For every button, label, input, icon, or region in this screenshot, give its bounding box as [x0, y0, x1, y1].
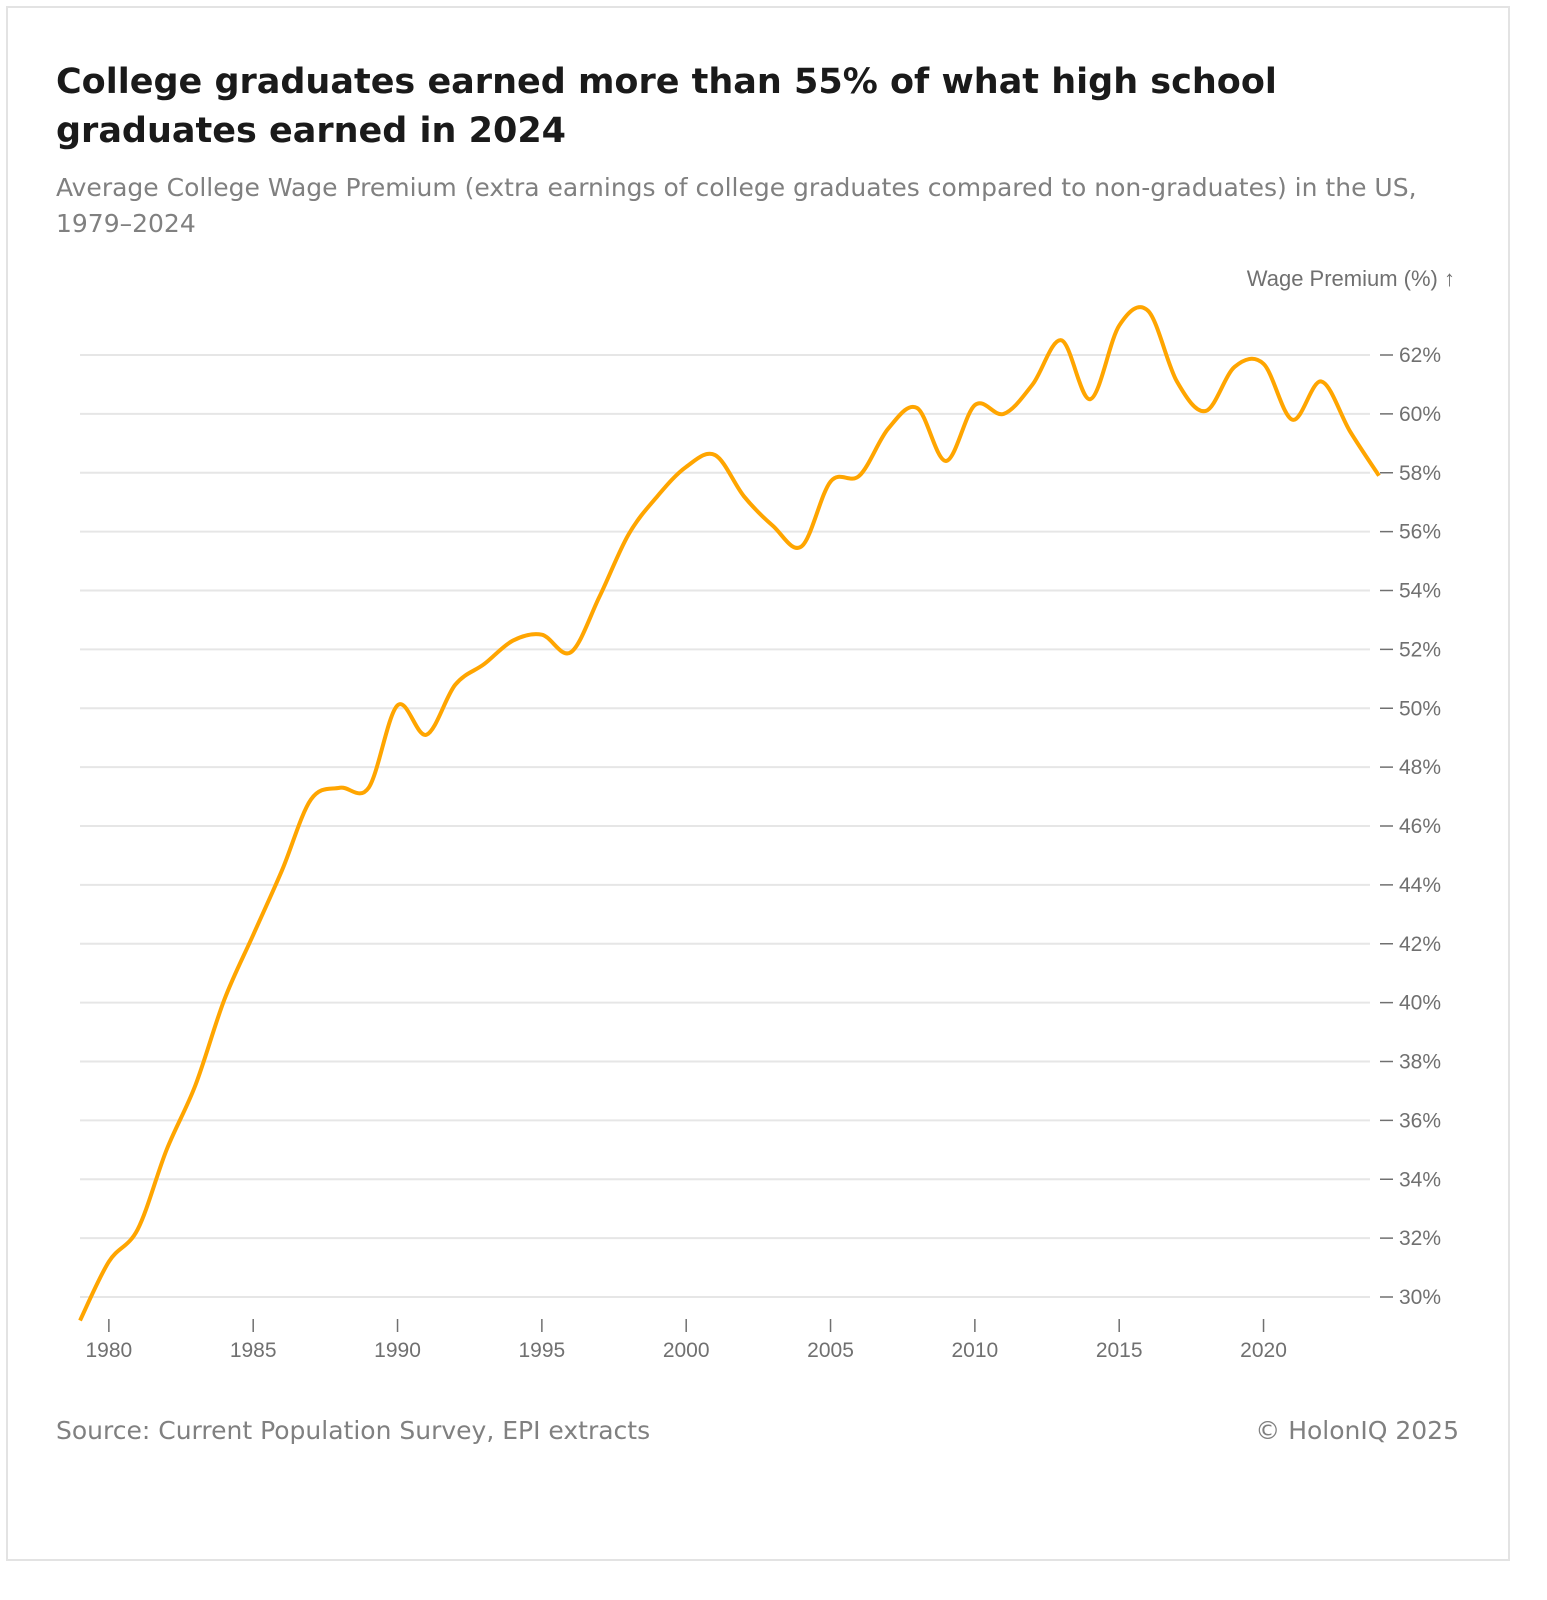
- x-tick-label: 1995: [519, 1339, 566, 1362]
- y-tick-label: 36%: [1399, 1109, 1441, 1132]
- x-tick-label: 2020: [1240, 1339, 1287, 1362]
- y-tick-label: 46%: [1399, 815, 1441, 838]
- chart-title: College graduates earned more than 55% o…: [56, 62, 1277, 151]
- x-tick-label: 1980: [86, 1339, 133, 1362]
- copyright-note: © HolonIQ 2025: [1255, 1416, 1459, 1445]
- x-tick-label: 2005: [807, 1339, 854, 1362]
- y-tick-label: 38%: [1399, 1051, 1441, 1074]
- y-tick-label: 34%: [1399, 1168, 1441, 1191]
- x-tick-label: 1985: [230, 1339, 277, 1362]
- y-axis-label: Wage Premium (%) ↑: [1246, 266, 1455, 291]
- y-tick-label: 62%: [1399, 344, 1441, 367]
- y-tick-label: 54%: [1399, 580, 1441, 603]
- y-tick-label: 56%: [1399, 521, 1441, 544]
- y-tick-label: 42%: [1399, 933, 1441, 956]
- chart-frame: [6, 6, 1510, 1561]
- y-tick-label: 44%: [1399, 874, 1441, 897]
- y-tick-label: 58%: [1399, 462, 1441, 485]
- x-tick-label: 2010: [952, 1339, 999, 1362]
- chart-subtitle: Average College Wage Premium (extra earn…: [56, 173, 1417, 238]
- y-tick-label: 60%: [1399, 403, 1441, 426]
- y-tick-label: 50%: [1399, 697, 1441, 720]
- y-tick-label: 30%: [1399, 1286, 1441, 1309]
- source-note: Source: Current Population Survey, EPI e…: [56, 1416, 651, 1445]
- wage-premium-line: [78, 305, 1381, 1322]
- y-tick-label: 48%: [1399, 756, 1441, 779]
- x-tick-label: 2000: [663, 1339, 710, 1362]
- x-tick-label: 2015: [1096, 1339, 1143, 1362]
- y-tick-label: 32%: [1399, 1227, 1441, 1250]
- x-tick-label: 1990: [374, 1339, 421, 1362]
- y-tick-label: 40%: [1399, 992, 1441, 1015]
- y-tick-label: 52%: [1399, 638, 1441, 661]
